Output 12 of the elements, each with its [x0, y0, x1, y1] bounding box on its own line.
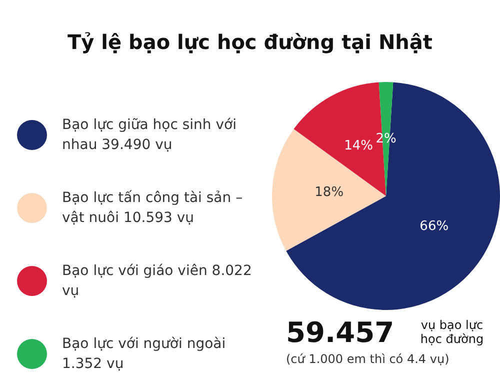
- legend-label: Bạo lực với người ngoài 1.352 vụ: [62, 334, 227, 373]
- data-label: 2%: [376, 131, 396, 146]
- chart-title: Tỷ lệ bạo lực học đường tại Nhật: [66, 30, 434, 54]
- text: vụ bạo lực học đường: [419, 318, 485, 346]
- data-label: 18%: [314, 184, 344, 200]
- data-label: 66%: [420, 218, 449, 234]
- data-label: 14%: [344, 138, 373, 154]
- legend-label: Bạo lực tấn công tài sản – vật nuôi 10.593 vụ: [62, 188, 244, 228]
- legend-label: Bạo lực giữa học sinh với nhau 39.490 vụ: [62, 116, 238, 154]
- text: 59.457: [286, 316, 394, 349]
- text: (cứ 1.000 em thì có 4.4 vụ): [286, 352, 450, 366]
- legend-label: Bạo lực với giáo viên 8.022 vụ: [62, 262, 253, 300]
